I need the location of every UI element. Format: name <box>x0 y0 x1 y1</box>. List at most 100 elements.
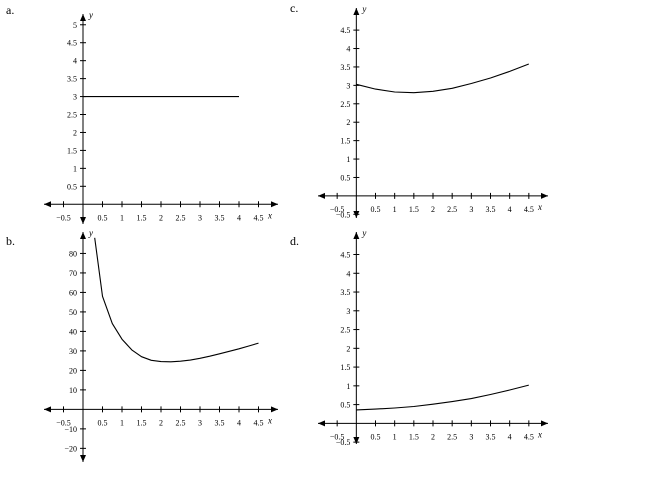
x-tick-label: −0.5 <box>56 213 71 222</box>
x-tick-label: 2.5 <box>447 205 457 214</box>
y-tick-label: −0.5 <box>336 438 351 447</box>
x-axis-arrow-left <box>44 406 51 413</box>
x-tick-label: 4.5 <box>524 205 534 214</box>
x-tick-label: 2.5 <box>447 432 457 441</box>
y-axis-arrow-up <box>353 232 360 239</box>
x-tick-label: 2.5 <box>176 418 186 427</box>
y-tick-label: 1 <box>73 164 77 173</box>
y-tick-label: 30 <box>69 347 77 356</box>
y-axis-arrow-up <box>80 14 86 21</box>
panel-label: a. <box>6 3 14 17</box>
x-axis-arrow-right <box>271 406 278 413</box>
x-tick-label: 1.5 <box>137 418 147 427</box>
x-tick-label: 2 <box>159 213 163 222</box>
function-curve <box>356 63 529 94</box>
x-tick-label: 2 <box>159 418 163 427</box>
x-tick-label: 1 <box>120 213 124 222</box>
x-tick-label: 1 <box>393 205 397 214</box>
x-axis-arrow-left <box>318 420 325 427</box>
y-tick-label: 1.5 <box>67 146 77 155</box>
y-axis-label: y <box>88 10 93 20</box>
function-curve <box>356 384 529 411</box>
panel-b: b. x y −0.5 0.5 1 1.5 2 2.5 3 3.5 4 4.5 −20 −10 10 20 30 4… <box>6 228 278 462</box>
y-tick-label: 2 <box>346 344 350 353</box>
y-tick-label: 5 <box>73 21 77 30</box>
y-tick-label: 4.5 <box>340 26 350 35</box>
y-tick-label: 0.5 <box>340 401 350 410</box>
panel-label: b. <box>6 234 15 248</box>
x-axis-label: x <box>267 415 272 425</box>
x-axis-arrow-right <box>541 420 548 427</box>
x-tick-label: 1 <box>393 432 397 441</box>
y-tick-label: 3 <box>346 81 350 90</box>
x-tick-label: 3 <box>469 432 473 441</box>
y-axis-arrow-down <box>80 455 86 462</box>
y-tick-label: 80 <box>69 249 77 258</box>
x-tick-label: 3.5 <box>486 432 496 441</box>
x-tick-label: −0.5 <box>56 418 71 427</box>
y-tick-label: 1.5 <box>340 137 350 146</box>
y-tick-label: 1.5 <box>340 363 350 372</box>
y-tick-label: −10 <box>64 425 77 434</box>
y-tick-label: 2 <box>73 128 77 137</box>
x-axis-label: x <box>267 210 272 220</box>
x-tick-label: 1 <box>120 418 124 427</box>
y-tick-label: 4 <box>346 45 350 54</box>
y-tick-label: 4.5 <box>340 251 350 260</box>
x-axis-arrow-left <box>44 201 51 208</box>
x-tick-label: 3 <box>198 213 202 222</box>
x-tick-label: 0.5 <box>98 213 108 222</box>
y-tick-label: 2 <box>346 118 350 127</box>
y-tick-label: 3.5 <box>67 75 77 84</box>
x-tick-label: 1.5 <box>409 432 419 441</box>
x-tick-label: 2.5 <box>176 213 186 222</box>
panel-label: d. <box>290 234 299 248</box>
y-tick-label: 2.5 <box>67 111 77 120</box>
y-tick-label: 3.5 <box>340 63 350 72</box>
y-tick-label: 4.5 <box>67 39 77 48</box>
y-axis-arrow-down <box>353 437 360 444</box>
y-tick-label: 3 <box>73 93 77 102</box>
x-tick-label: 1.5 <box>137 213 147 222</box>
x-tick-label: 0.5 <box>98 418 108 427</box>
x-tick-label: 3.5 <box>215 213 225 222</box>
y-axis-arrow-up <box>80 232 86 239</box>
x-tick-label: 4.5 <box>254 213 264 222</box>
x-tick-label: 4.5 <box>254 418 264 427</box>
x-tick-label: 4.5 <box>524 432 534 441</box>
panel-c: c. x y −0.5 0.5 1 1.5 2 2.5 3 3.5 4 4.5 −0.5 0.5 1 1.5 2 2… <box>290 1 548 219</box>
y-tick-label: 60 <box>69 288 77 297</box>
x-tick-label: 4 <box>237 418 241 427</box>
y-tick-label: 0.5 <box>340 173 350 182</box>
x-tick-label: 3 <box>469 205 473 214</box>
y-tick-label: −0.5 <box>336 210 351 219</box>
panel-a: a. x y −0.5 0.5 1 1.5 2 2.5 3 3.5 4 4.5 0.5 1 1.5 2 2.5 3 3… <box>6 3 278 224</box>
x-tick-label: 0.5 <box>371 432 381 441</box>
y-tick-label: 70 <box>69 269 77 278</box>
y-tick-label: 2.5 <box>340 100 350 109</box>
y-tick-label: 50 <box>69 308 77 317</box>
y-tick-label: 3.5 <box>340 288 350 297</box>
x-tick-label: 2 <box>431 205 435 214</box>
y-tick-label: 1 <box>346 155 350 164</box>
x-tick-label: 3.5 <box>215 418 225 427</box>
function-curve <box>94 237 259 363</box>
y-axis-label: y <box>361 228 366 238</box>
x-axis-arrow-left <box>318 192 325 199</box>
panel-label: c. <box>290 1 298 15</box>
y-tick-label: 1 <box>346 382 350 391</box>
y-axis-arrow-down <box>80 217 86 224</box>
x-axis-arrow-right <box>541 192 548 199</box>
x-tick-label: 3 <box>198 418 202 427</box>
x-tick-label: 1.5 <box>409 205 419 214</box>
panel-d: d. x y −0.5 0.5 1 1.5 2 2.5 3 3.5 4 4.5 −0.5 0.5 1 1.5 2 2… <box>290 228 548 447</box>
y-axis-label: y <box>88 228 93 238</box>
y-tick-label: 0.5 <box>67 182 77 191</box>
x-axis-arrow-right <box>271 201 278 208</box>
x-axis-label: x <box>537 429 542 439</box>
y-tick-label: 3 <box>346 307 350 316</box>
x-tick-label: 2 <box>431 432 435 441</box>
y-axis-arrow-up <box>353 8 360 15</box>
